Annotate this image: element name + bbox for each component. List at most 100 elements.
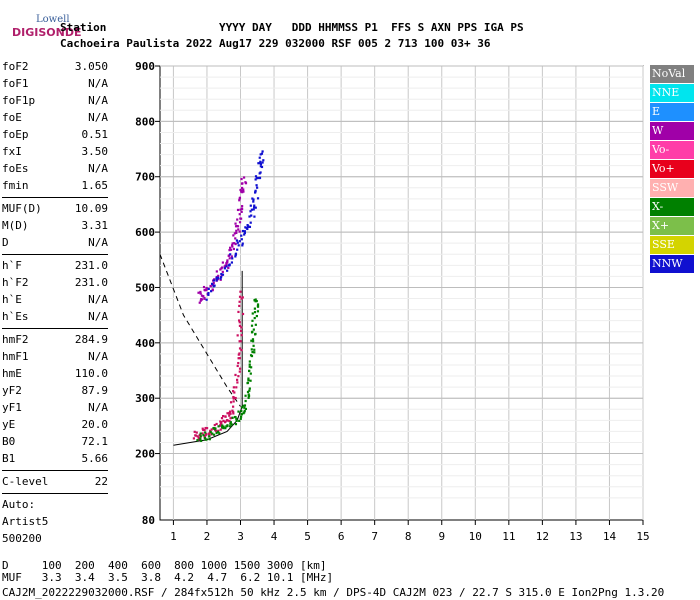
echo-point	[254, 206, 257, 209]
echo-point	[205, 288, 208, 291]
echo-point	[225, 425, 228, 428]
param-value: N/A	[88, 162, 108, 175]
param-separator	[2, 254, 108, 255]
echo-point	[212, 426, 215, 430]
echo-point	[240, 177, 243, 181]
echo-point	[221, 273, 225, 276]
echo-point	[209, 284, 212, 288]
x-tick-label: 6	[338, 530, 345, 543]
echo-point	[204, 438, 207, 441]
echo-point	[200, 297, 203, 301]
echo-point	[238, 370, 241, 373]
echo-point	[255, 299, 258, 303]
echo-point	[239, 208, 242, 211]
echo-point	[240, 182, 244, 185]
echo-point	[235, 224, 239, 228]
echo-point	[225, 263, 228, 266]
auto-info-line: Artist5	[2, 513, 108, 530]
param-value: N/A	[88, 293, 108, 306]
param-value: N/A	[88, 111, 108, 124]
echo-point	[259, 153, 262, 156]
echo-point	[248, 225, 252, 229]
param-value: 110.0	[74, 367, 108, 380]
echo-point	[247, 377, 250, 380]
echo-point	[232, 386, 235, 389]
extrapolation-line	[159, 254, 241, 407]
param-value: 87.9	[81, 384, 109, 397]
echo-point	[243, 404, 247, 407]
echo-point	[210, 282, 214, 285]
echo-point	[227, 254, 231, 257]
param-label: h`F2	[2, 276, 29, 289]
echo-point	[247, 394, 250, 398]
echo-point	[254, 189, 257, 192]
param-separator	[2, 328, 108, 329]
param-row: yF1 N/A	[2, 399, 108, 416]
echo-point	[241, 242, 244, 245]
echo-point	[227, 412, 231, 415]
echo-point	[247, 396, 250, 399]
echo-point	[234, 423, 238, 426]
echo-point	[237, 357, 240, 360]
echo-point	[254, 298, 257, 301]
echo-point	[236, 248, 239, 251]
echo-point	[237, 228, 240, 231]
echo-point	[238, 221, 242, 224]
echo-point	[219, 268, 222, 271]
echo-point	[240, 234, 243, 237]
echo-point	[240, 297, 243, 300]
echo-point	[241, 229, 244, 233]
echo-point	[228, 264, 231, 267]
param-separator	[2, 493, 108, 494]
echo-point	[255, 314, 258, 318]
echo-point	[204, 431, 207, 434]
param-label: yF2	[2, 384, 22, 397]
echo-point	[196, 435, 199, 438]
echo-point	[239, 329, 243, 332]
echo-point	[242, 190, 245, 193]
param-row: fmin 1.65	[2, 177, 108, 194]
echo-point	[199, 435, 202, 438]
echo-point	[211, 432, 214, 435]
echo-point	[248, 369, 251, 372]
echo-point	[260, 165, 264, 169]
echo-point	[231, 409, 234, 412]
echo-point	[235, 231, 238, 235]
echo-point	[242, 404, 245, 407]
echo-point	[253, 206, 256, 209]
param-row: foF2 3.050	[2, 58, 108, 75]
echo-point	[233, 391, 236, 394]
echo-point	[231, 242, 234, 245]
echo-point	[249, 372, 252, 375]
echo-point	[201, 427, 204, 430]
echo-point	[259, 162, 263, 166]
echo-point	[234, 396, 237, 400]
param-row: foF1 N/A	[2, 75, 108, 92]
echo-point	[240, 190, 243, 193]
echo-point	[256, 176, 260, 180]
footer-muf-row: MUF 3.3 3.4 3.5 3.8 4.2 4.7 6.2 10.1 [MH…	[2, 571, 334, 584]
echo-point	[199, 290, 202, 294]
echo-point	[199, 432, 202, 435]
echo-point	[261, 161, 264, 164]
echo-point	[251, 197, 254, 200]
echo-point	[252, 340, 255, 343]
param-value: N/A	[88, 77, 108, 90]
echo-point	[240, 349, 243, 352]
param-value: N/A	[88, 350, 108, 363]
echo-point	[217, 429, 220, 432]
echo-point	[248, 387, 251, 390]
echo-point	[243, 406, 246, 409]
echo-point	[210, 428, 213, 431]
echo-point	[198, 433, 201, 437]
echo-point	[205, 298, 208, 301]
echo-point	[237, 353, 240, 356]
echo-point	[203, 436, 207, 440]
x-tick-label: 15	[636, 530, 649, 543]
echo-point	[256, 303, 260, 306]
param-value: N/A	[88, 310, 108, 323]
param-label: fmin	[2, 179, 29, 192]
param-row: fxI 3.50	[2, 143, 108, 160]
echo-point	[222, 415, 225, 418]
